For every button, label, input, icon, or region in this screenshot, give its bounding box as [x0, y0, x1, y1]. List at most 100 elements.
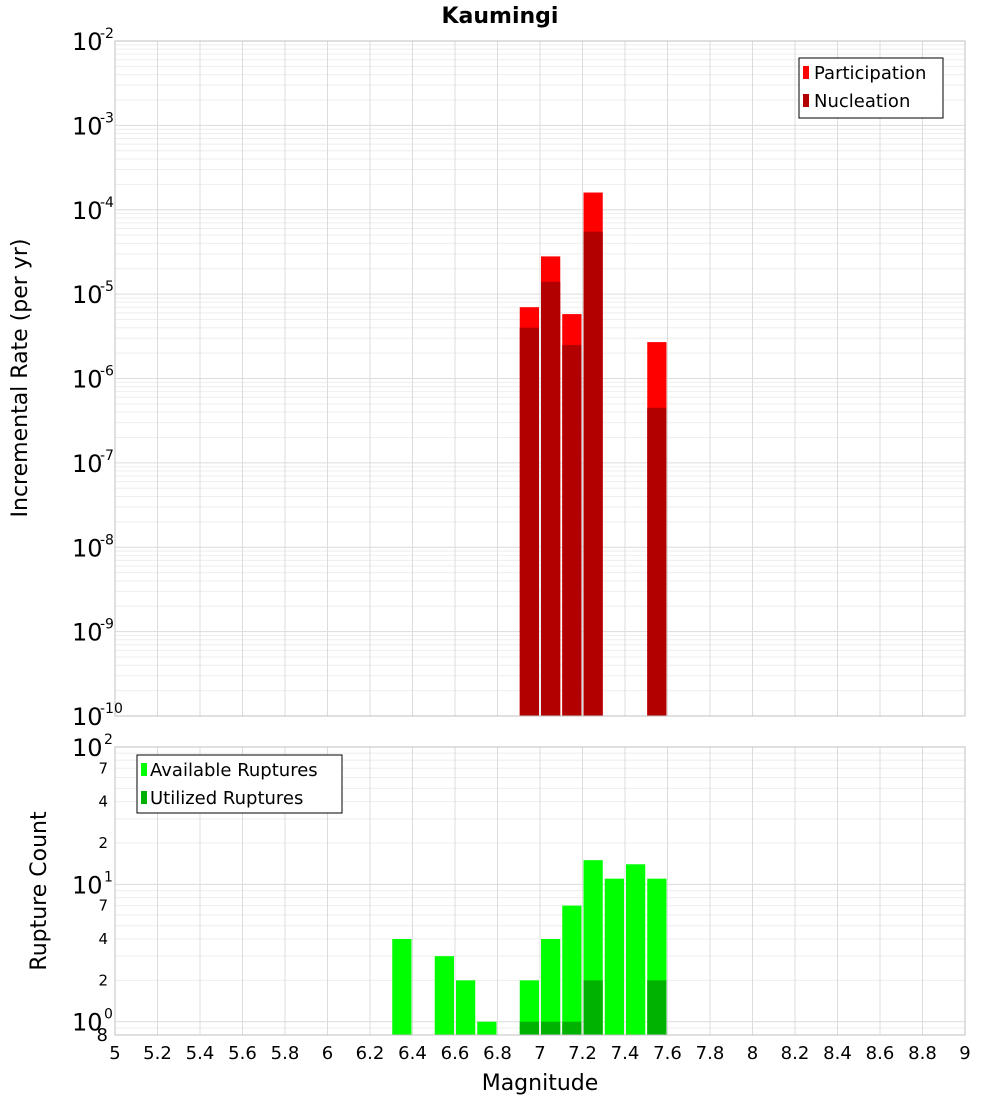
available-ruptures-legend-label: Available Ruptures	[150, 760, 318, 781]
utilized-ruptures-bar	[562, 1021, 582, 1035]
magnitude-x-tick-label: 5.2	[143, 1043, 172, 1064]
available-ruptures-bar	[626, 864, 646, 1035]
rate-y-tick-label: 10-2	[72, 26, 114, 56]
rate-y-tick-base: 10	[72, 281, 103, 309]
participation-legend-swatch	[803, 66, 809, 79]
rate-legend-box	[798, 57, 944, 119]
rate-y-tick-base: 10	[72, 28, 103, 56]
count-y-tick-label: 10 0	[72, 1007, 113, 1037]
count-y-minor-tick-label: 2	[98, 834, 108, 852]
utilized-ruptures-bar	[519, 1021, 539, 1035]
nucleation-bar	[519, 327, 539, 716]
count-plot-border	[114, 746, 966, 1036]
rate-y-tick-label: 10-5	[72, 279, 114, 309]
magnitude-x-tick-label: 5.4	[186, 1043, 215, 1064]
magnitude-x-tick-label: 5.6	[228, 1043, 257, 1064]
count-y-minor-tick-label: 2	[98, 971, 108, 989]
count-y-tick-base: 10	[72, 734, 103, 762]
magnitude-x-tick-label: 8	[747, 1043, 758, 1064]
rate-y-tick-label: 10-3	[72, 110, 114, 140]
count-y-tick-label: 10 1	[72, 869, 113, 899]
nucleation-bar	[647, 407, 667, 716]
magnitude-x-tick-label: 8.6	[866, 1043, 895, 1064]
nucleation-bar	[562, 344, 582, 716]
magnitude-x-tick-label: 5	[109, 1043, 120, 1064]
utilized-ruptures-bar	[541, 1021, 561, 1035]
magnitude-x-ticks: 5 5.2 5.4 5.6 5.8 6 6.2 6.4 6.6 6.8 7 7.2 7.4 7.6 7.8 8…	[109, 1043, 970, 1064]
magnitude-x-tick-label: 6.6	[441, 1043, 470, 1064]
rate-y-tick-base: 10	[72, 619, 103, 647]
magnitude-x-tick-label: 5.8	[271, 1043, 300, 1064]
count-y-tick-exponent: 1	[104, 869, 113, 885]
magnitude-x-axis-label: Magnitude	[482, 1071, 599, 1096]
magnitude-x-tick-label: 7	[534, 1043, 545, 1064]
chart-title: Kaumingi	[442, 4, 559, 29]
rate-bars	[519, 192, 667, 717]
rate-y-tick-label: 10-9	[72, 617, 114, 647]
rate-y-tick-exponent: -5	[100, 279, 114, 295]
magnitude-x-tick-label: 6.2	[356, 1043, 385, 1064]
available-ruptures-legend-swatch	[141, 763, 147, 776]
rate-legend: Participation Nucleation	[798, 57, 944, 119]
rate-y-tick-label: 10-10	[72, 701, 123, 731]
rate-y-tick-exponent: -6	[100, 364, 114, 380]
rate-y-tick-base: 10	[72, 450, 103, 478]
rate-grid	[114, 40, 966, 717]
participation-legend-label: Participation	[814, 63, 926, 84]
rate-y-tick-exponent: -8	[100, 532, 114, 548]
count-y-tick-base: 10	[72, 1009, 103, 1037]
nucleation-legend-swatch	[803, 94, 809, 107]
rate-y-tick-exponent: -10	[100, 701, 123, 717]
rate-y-tick-exponent: -3	[100, 110, 114, 126]
available-ruptures-bar	[434, 956, 454, 1035]
magnitude-x-tick-label: 6.8	[483, 1043, 512, 1064]
count-y-minor-tick-label: 4	[98, 930, 108, 948]
rate-y-tick-exponent: -4	[100, 195, 114, 211]
magnitude-x-tick-label: 7.4	[611, 1043, 640, 1064]
available-ruptures-bar	[519, 980, 539, 1035]
rate-y-tick-base: 10	[72, 197, 103, 225]
count-y-minor-tick-label: 4	[98, 793, 108, 811]
available-ruptures-bar	[541, 939, 561, 1035]
magnitude-x-tick-label: 6.4	[398, 1043, 427, 1064]
count-y-minor-tick-label: 8	[97, 1025, 108, 1046]
count-y-tick-exponent: 2	[104, 732, 113, 748]
count-y-axis-label: Rupture Count	[27, 811, 52, 971]
rate-y-tick-label: 10-7	[72, 448, 114, 478]
available-ruptures-bar	[562, 905, 582, 1035]
nucleation-legend-label: Nucleation	[814, 91, 910, 112]
count-legend: Available Ruptures Utilized Ruptures	[136, 754, 343, 814]
rate-plot-border	[114, 40, 966, 717]
rate-y-tick-label: 10-8	[72, 532, 114, 562]
magnitude-x-tick-label: 7.6	[653, 1043, 682, 1064]
magnitude-x-tick-label: 9	[959, 1043, 970, 1064]
count-y-minor-tick-label: 7	[98, 897, 108, 915]
magnitude-x-tick-label: 8.8	[908, 1043, 937, 1064]
utilized-ruptures-legend-label: Utilized Ruptures	[150, 788, 303, 809]
nucleation-bar	[541, 281, 561, 716]
count-y-tick-base: 10	[72, 871, 103, 899]
utilized-ruptures-bar	[583, 980, 603, 1035]
rate-y-tick-exponent: -9	[100, 617, 114, 633]
utilized-ruptures-legend-swatch	[141, 791, 147, 804]
rate-y-tick-base: 10	[72, 112, 103, 140]
magnitude-x-tick-label: 8.2	[781, 1043, 810, 1064]
utilized-ruptures-bar	[647, 980, 667, 1035]
nucleation-bar	[583, 231, 603, 716]
available-ruptures-bar	[456, 980, 476, 1035]
rate-y-tick-label: 10-4	[72, 195, 114, 225]
count-legend-box	[136, 754, 343, 814]
count-y-minor-tick-label: 7	[98, 759, 108, 777]
rate-y-tick-exponent: -2	[100, 26, 114, 42]
magnitude-x-tick-label: 6	[322, 1043, 333, 1064]
count-y-tick-label: 10 2	[72, 732, 113, 762]
magnitude-x-tick-label: 8.4	[823, 1043, 852, 1064]
magnitude-x-tick-label: 7.8	[696, 1043, 725, 1064]
available-ruptures-bar	[392, 939, 412, 1035]
count-y-tick-exponent: 0	[104, 1007, 113, 1023]
